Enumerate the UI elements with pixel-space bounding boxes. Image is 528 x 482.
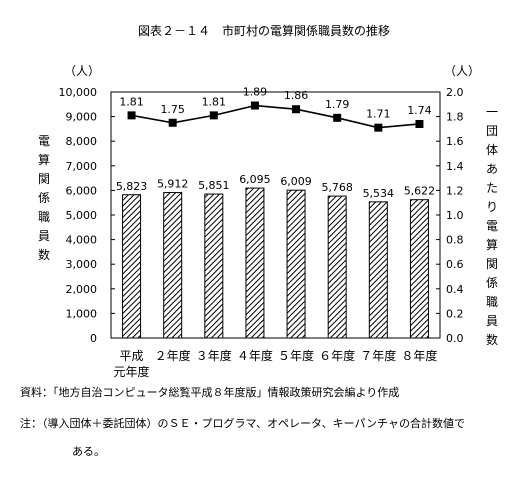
right-tick-label: 2.0	[446, 86, 464, 99]
bar	[286, 189, 306, 339]
source-note: 資料：「地方自治コンピュータ総覧平成８年度版」情報政策研究会編より作成	[20, 386, 400, 399]
line-marker	[168, 118, 177, 127]
right-tick-label: 0.2	[446, 307, 464, 320]
bar-value-label: 6,009	[280, 175, 312, 188]
line-value-label: 1.75	[160, 103, 185, 116]
line-marker	[209, 111, 218, 120]
left-tick-label: 3,000	[66, 258, 98, 271]
line-value-label: 1.81	[119, 95, 144, 108]
bar	[409, 199, 429, 339]
category-label: 平成元年度	[114, 349, 150, 379]
chart-title: 図表２－１４ 市町村の電算関係職員数の推移	[137, 24, 390, 38]
bar-value-label: 5,851	[198, 179, 230, 192]
right-axis-title: 一団体あたり電算関係職員数	[485, 105, 498, 347]
left-tick-label: 7,000	[66, 160, 98, 173]
category-label: ３年度	[196, 348, 232, 363]
right-tick-label: 1.0	[446, 209, 464, 222]
left-tick-label: 0	[90, 332, 97, 345]
category-label: ４年度	[237, 348, 273, 363]
right-tick-label: 1.8	[446, 111, 464, 124]
line-value-label: 1.86	[284, 89, 309, 102]
line-value-label: 1.81	[202, 95, 227, 108]
bar	[204, 193, 224, 339]
line-marker	[292, 105, 301, 114]
right-tick-label: 0.8	[446, 234, 464, 247]
category-label: ２年度	[155, 348, 191, 363]
line-value-label: 1.71	[366, 108, 391, 121]
bar-value-label: 5,823	[116, 180, 148, 193]
right-tick-label: 0.6	[446, 258, 464, 271]
bar	[163, 192, 183, 339]
left-tick-label: 6,000	[66, 184, 98, 197]
category-label: ６年度	[319, 348, 355, 363]
left-tick-label: 10,000	[59, 86, 98, 99]
line-marker	[333, 113, 342, 122]
left-tick-label: 4,000	[66, 234, 98, 247]
line-marker	[250, 101, 259, 110]
right-tick-label: 1.2	[446, 184, 464, 197]
bar	[122, 194, 142, 339]
line-marker	[415, 119, 424, 128]
bar-value-label: 6,095	[239, 173, 271, 186]
category-label: ８年度	[401, 348, 437, 363]
left-tick-label: 5,000	[66, 209, 98, 222]
left-tick-label: 2,000	[66, 283, 98, 296]
bar-value-label: 5,534	[363, 187, 395, 200]
bar	[245, 187, 265, 339]
right-tick-label: 0.4	[446, 283, 464, 296]
line-value-label: 1.79	[325, 98, 350, 111]
line-value-label: 1.89	[243, 86, 268, 99]
category-label: ７年度	[360, 348, 396, 363]
right-tick-label: 1.6	[446, 135, 464, 148]
left-tick-label: 8,000	[66, 135, 98, 148]
footnote-line-1: 注：（導入団体＋委託団体）のＳＥ・プログラマ、オペレータ、キーパンチャの合計数値…	[20, 417, 465, 430]
bar-value-label: 5,622	[404, 185, 436, 198]
left-tick-label: 1,000	[66, 307, 98, 320]
footnote-line-2: ある。	[72, 445, 105, 458]
plot-frame	[110, 91, 441, 339]
bar	[327, 195, 347, 339]
left-axis-unit: （人）	[64, 64, 101, 78]
bar	[368, 201, 388, 339]
left-tick-label: 9,000	[66, 111, 98, 124]
line-marker	[127, 111, 136, 120]
right-tick-label: 0.0	[446, 332, 464, 345]
left-axis-title: 電算関係職員数	[37, 134, 50, 262]
right-tick-label: 1.4	[446, 160, 464, 173]
line-marker	[374, 123, 383, 132]
line-value-label: 1.74	[407, 104, 432, 117]
ratio-line	[131, 104, 420, 129]
bar-value-label: 5,768	[321, 181, 353, 194]
category-label: ５年度	[278, 348, 314, 363]
bar-value-label: 5,912	[157, 178, 189, 191]
right-axis-unit: （人）	[444, 64, 481, 78]
